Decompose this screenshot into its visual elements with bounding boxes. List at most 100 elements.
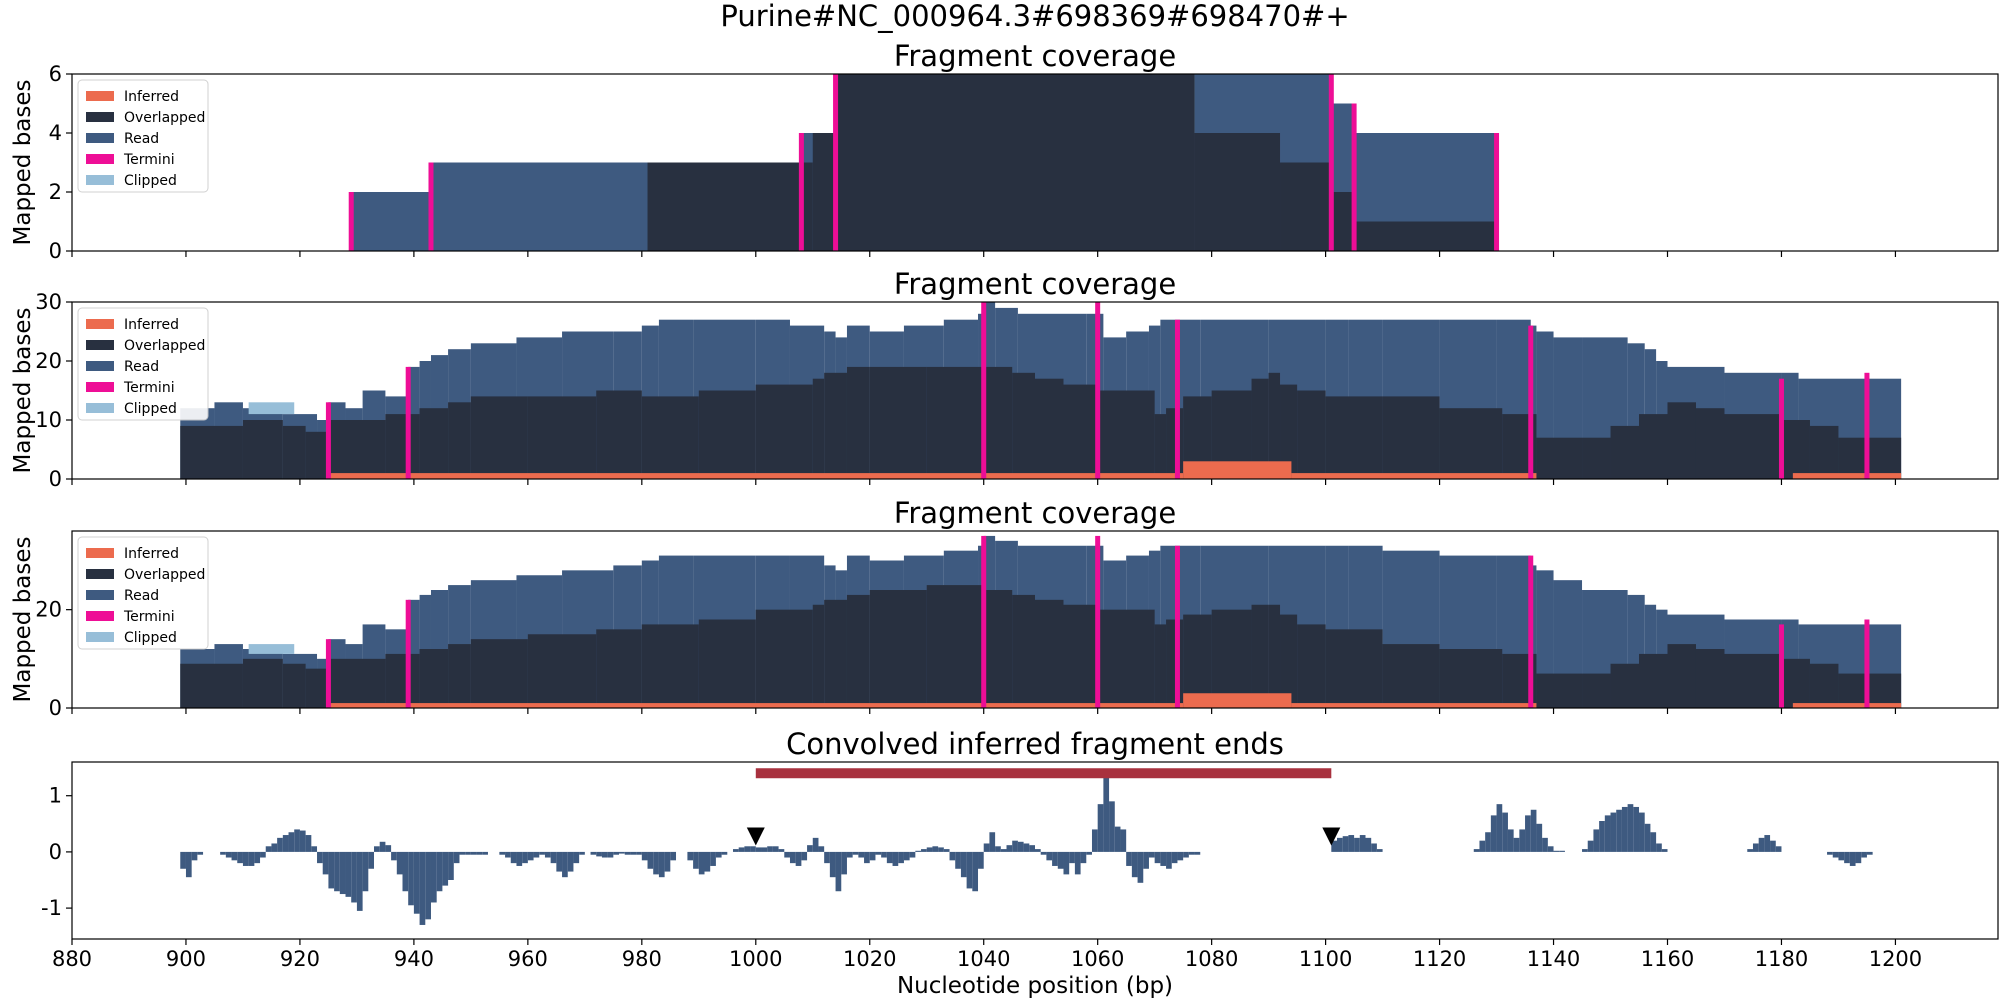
x-axis-label: Nucleotide position (bp) bbox=[897, 973, 1173, 999]
overlapped-coverage-bar bbox=[1268, 372, 1281, 479]
inferred-coverage-bar bbox=[1183, 461, 1292, 479]
x-tick-label: 940 bbox=[394, 947, 434, 971]
termini-mark bbox=[1528, 325, 1534, 479]
overlapped-coverage-bar bbox=[1297, 390, 1326, 479]
convolved-end-bar bbox=[453, 851, 460, 864]
convolved-end-bar bbox=[539, 851, 545, 855]
convolved-end-bar bbox=[1131, 851, 1138, 878]
convolved-end-bar bbox=[1621, 806, 1628, 852]
overlapped-coverage-bar bbox=[1639, 414, 1668, 479]
convolved-end-bar bbox=[1542, 837, 1548, 852]
convolved-end-bar bbox=[1844, 851, 1850, 864]
convolved-end-bar bbox=[425, 851, 431, 920]
convolved-end-bar bbox=[1633, 806, 1640, 852]
overlapped-coverage-bar bbox=[1166, 619, 1184, 708]
overlapped-coverage-bar bbox=[926, 366, 984, 479]
convolved-end-bar bbox=[619, 851, 625, 854]
convolved-end-bar bbox=[1519, 829, 1526, 852]
legend: Inferred Overlapped Read Termini Clipped bbox=[77, 307, 209, 421]
convolved-end-bar bbox=[311, 846, 318, 852]
read-coverage-bar bbox=[1530, 565, 1537, 708]
legend-label: Clipped bbox=[124, 401, 177, 417]
convolved-end-bar bbox=[1371, 843, 1377, 852]
overlapped-coverage-bar bbox=[1154, 624, 1167, 708]
y-axis-label: Mapped bases bbox=[10, 79, 36, 245]
convolved-end-bar bbox=[664, 851, 671, 872]
overlapped-coverage-bar bbox=[812, 378, 825, 479]
convolved-end-bar bbox=[544, 851, 551, 858]
convolved-end-bar bbox=[1331, 840, 1338, 852]
termini-mark bbox=[1095, 302, 1101, 479]
overlapped-coverage-bar bbox=[305, 668, 329, 708]
convolved-end-bar bbox=[1137, 851, 1144, 883]
termini-mark bbox=[1174, 319, 1180, 479]
convolved-end-bar bbox=[1166, 851, 1172, 869]
overlapped-coverage-bar bbox=[1194, 133, 1281, 251]
legend-label: Overlapped bbox=[124, 338, 205, 354]
overlapped-coverage-bar bbox=[470, 639, 528, 708]
termini-mark bbox=[405, 366, 411, 479]
legend-swatch bbox=[86, 340, 114, 350]
y-tick-label: -1 bbox=[41, 896, 62, 920]
legend-swatch bbox=[86, 632, 114, 642]
convolved-end-bar bbox=[345, 851, 352, 897]
legend-swatch bbox=[86, 154, 114, 164]
convolved-end-bar bbox=[744, 846, 751, 852]
convolved-end-bar bbox=[197, 851, 204, 855]
x-tick-label: 1080 bbox=[1185, 947, 1238, 971]
legend-label: Termini bbox=[123, 380, 175, 396]
legend-swatch bbox=[86, 91, 114, 101]
x-tick-label: 1100 bbox=[1299, 947, 1352, 971]
convolved-end-bar bbox=[858, 851, 865, 858]
clipped-coverage-bar bbox=[248, 402, 295, 415]
legend-swatch bbox=[86, 361, 114, 371]
convolved-end-bar bbox=[789, 851, 796, 864]
convolved-end-bar bbox=[801, 851, 808, 861]
inferred-coverage-bar bbox=[328, 703, 1184, 708]
convolved-end-bar bbox=[237, 851, 243, 864]
convolved-end-bar bbox=[1485, 832, 1491, 852]
axes-frame bbox=[71, 761, 1999, 940]
read-coverage-bar bbox=[430, 162, 648, 251]
convolved-end-bar bbox=[482, 851, 488, 855]
convolved-end-bar bbox=[1354, 837, 1360, 852]
overlapped-coverage-bar bbox=[1166, 408, 1184, 479]
convolved-end-bar bbox=[903, 851, 910, 861]
convolved-end-bar bbox=[1086, 851, 1092, 855]
convolved-end-bar bbox=[1154, 851, 1161, 864]
convolved-end-bar bbox=[413, 851, 420, 914]
convolved-end-bar bbox=[1838, 851, 1845, 861]
convolved-end-bar bbox=[1775, 846, 1782, 852]
convolved-end-bar bbox=[436, 851, 443, 892]
x-tick-label: 900 bbox=[166, 947, 206, 971]
convolved-end-bar bbox=[1593, 829, 1600, 852]
termini-mark bbox=[1778, 378, 1784, 479]
overlapped-coverage-bar bbox=[1063, 384, 1098, 479]
convolved-end-bar bbox=[824, 851, 830, 864]
subplot-1: Fragment coverage Mapped bases 0 2 4 6 Inferre… bbox=[10, 39, 1999, 263]
convolved-end-bar bbox=[613, 851, 620, 855]
convolved-end-bar bbox=[778, 849, 785, 852]
convolved-end-bar bbox=[915, 850, 922, 852]
overlapped-coverage-bar bbox=[1610, 425, 1640, 479]
convolved-end-bar bbox=[1525, 815, 1531, 852]
y-axis-label: Mapped bases bbox=[10, 536, 36, 702]
convolved-end-bar bbox=[1074, 851, 1081, 875]
convolved-end-bar bbox=[596, 851, 602, 857]
convolved-end-bar bbox=[1770, 840, 1776, 852]
convolved-end-bar bbox=[1582, 849, 1588, 852]
convolved-end-bar bbox=[220, 851, 226, 855]
convolved-end-bar bbox=[1057, 851, 1064, 869]
clipped-coverage-bar bbox=[248, 644, 295, 654]
overlapped-coverage-bar bbox=[1325, 396, 1383, 479]
convolved-end-bar bbox=[1479, 840, 1486, 852]
read-coverage-bar bbox=[1530, 325, 1537, 479]
convolved-end-bar bbox=[448, 851, 454, 880]
convolved-end-bar bbox=[260, 851, 266, 858]
convolved-end-bar bbox=[698, 851, 705, 875]
overlapped-coverage-bar bbox=[282, 663, 306, 708]
overlapped-coverage-bar bbox=[641, 396, 699, 479]
convolved-end-bar bbox=[875, 851, 882, 855]
axes-frame bbox=[71, 73, 1999, 252]
convolved-end-bar bbox=[248, 851, 255, 866]
